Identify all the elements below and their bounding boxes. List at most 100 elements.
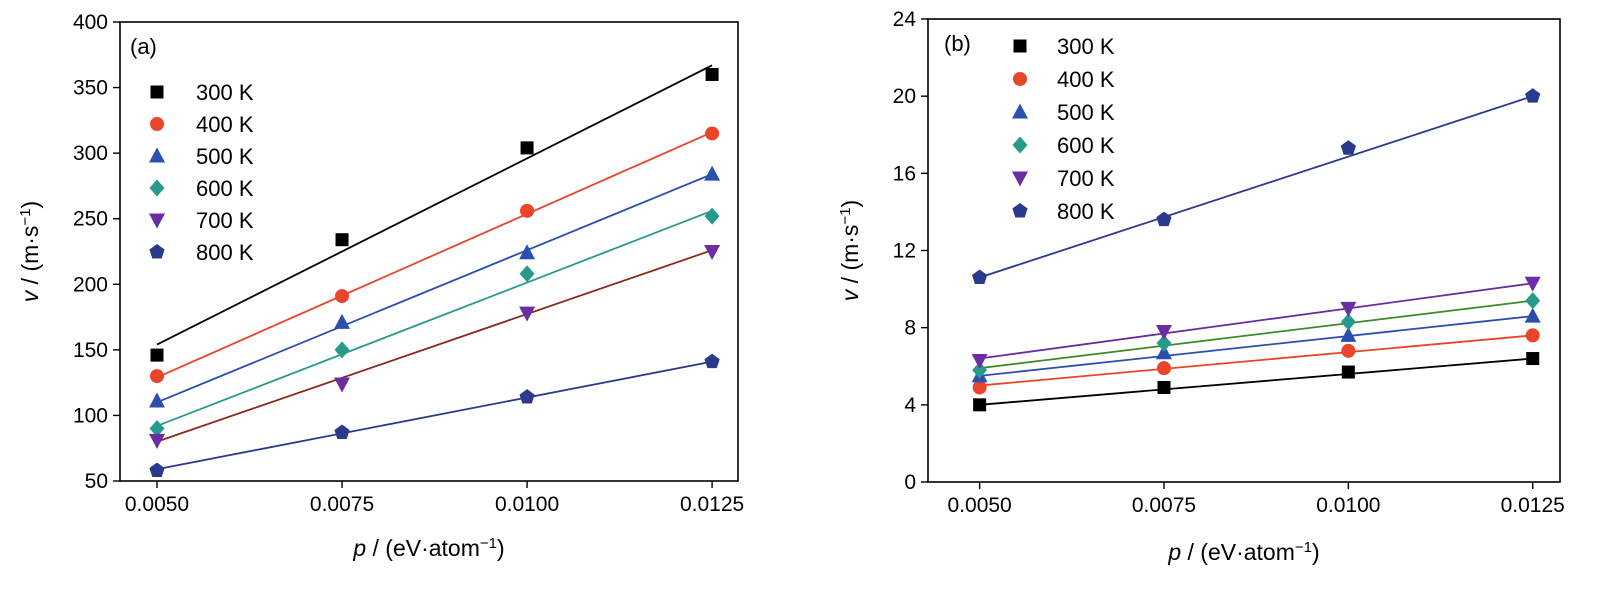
y-tick-label: 200 — [73, 273, 108, 296]
x-tick-label: 0.0100 — [495, 493, 559, 516]
x-tick-label: 0.0125 — [1501, 494, 1565, 517]
legend-entry: 300 K — [1057, 34, 1115, 59]
data-point — [149, 392, 166, 408]
data-point — [335, 289, 350, 304]
panel-label: (a) — [130, 34, 157, 59]
data-point — [1525, 292, 1541, 310]
data-point — [150, 348, 164, 362]
legend-marker — [1013, 39, 1027, 53]
y-axis-title-unit: / (m·s — [17, 226, 43, 291]
y-tick-label: 300 — [73, 142, 108, 165]
legend-marker — [1012, 136, 1028, 154]
x-tick-label: 0.0050 — [125, 493, 189, 516]
data-point — [335, 233, 349, 247]
fit-line — [979, 334, 1533, 387]
y-tick-label: 50 — [85, 470, 108, 493]
data-point — [704, 165, 721, 181]
data-point — [971, 353, 988, 369]
data-point — [334, 313, 351, 329]
data-point — [705, 67, 719, 81]
y-tick-label: 12 — [893, 240, 916, 263]
data-point — [334, 341, 350, 359]
data-point — [334, 377, 351, 393]
x-axis-title: p / (eV·atom−1) — [352, 535, 504, 562]
fit-line — [979, 95, 1533, 279]
y-axis-title-sup: −1 — [837, 207, 854, 224]
x-tick-label: 0.0100 — [1316, 494, 1380, 517]
fit-line — [979, 315, 1533, 377]
data-point — [1524, 307, 1541, 323]
y-tick-label: 400 — [73, 11, 108, 34]
data-point — [1526, 352, 1540, 366]
y-tick-label: 8 — [904, 317, 916, 340]
x-axis-title-unit: / (eV·atom — [1181, 539, 1295, 565]
data-point — [1525, 328, 1540, 343]
data-point — [705, 126, 720, 141]
x-axis-title-sup: −1 — [480, 535, 497, 552]
data-point — [1524, 276, 1541, 292]
x-axis-title-var: p — [1167, 539, 1181, 565]
y-axis-title-close: ) — [17, 201, 43, 209]
fit-line — [156, 249, 713, 443]
y-axis-title: v / (m·s−1) — [837, 200, 864, 301]
data-point — [1340, 140, 1356, 155]
data-point — [519, 244, 536, 260]
x-tick-label: 0.0075 — [310, 493, 374, 516]
data-point — [704, 245, 721, 260]
y-axis-title-var: v — [17, 289, 43, 302]
data-point — [972, 380, 987, 395]
legend-entry: 400 K — [196, 112, 254, 137]
legend-marker — [149, 179, 165, 197]
panel-a: 0.0050 0.0075 0.0100 0.0125 50 100 150 200 250 30… — [17, 11, 745, 561]
legend-marker — [149, 213, 165, 229]
x-axis-title-var: p — [352, 535, 366, 561]
x-tick-label: 0.0050 — [948, 494, 1012, 517]
legend-marker — [149, 147, 165, 163]
data-point — [520, 203, 535, 218]
y-axis-title-sup: −1 — [17, 208, 34, 225]
legend-marker — [150, 117, 164, 131]
plot-frame — [119, 21, 739, 482]
fit-line — [979, 299, 1533, 370]
legend-entry: 300 K — [196, 80, 254, 105]
legend-entry: 800 K — [1057, 199, 1115, 224]
data-point — [519, 306, 536, 322]
data-point — [1340, 313, 1356, 331]
y-tick-label: 350 — [73, 77, 108, 100]
x-axis-title-unit: / (eV·atom — [366, 535, 480, 561]
fit-line — [156, 360, 713, 471]
y-axis-title: v / (m·s−1) — [17, 201, 44, 302]
legend-entry: 700 K — [196, 208, 254, 233]
y-tick-label: 250 — [73, 208, 108, 231]
y-axis-title-unit: / (m·s — [837, 225, 863, 290]
x-axis-title-sup: −1 — [1295, 539, 1312, 556]
data-point — [149, 462, 165, 477]
fit-line — [156, 173, 713, 404]
data-point — [973, 398, 987, 412]
y-tick-label: 24 — [893, 8, 917, 31]
data-point — [149, 433, 166, 449]
fit-line — [979, 282, 1533, 360]
data-point — [1155, 344, 1172, 360]
legend-entry: 700 K — [1057, 166, 1115, 191]
fit-line — [156, 64, 713, 346]
panel-b: 0.0050 0.0075 0.0100 0.0125 0 4 8 12 16 20 24 p / (… — [837, 8, 1565, 565]
legend-entry: 500 K — [196, 144, 254, 169]
legend-marker — [1013, 72, 1027, 86]
data-point — [704, 353, 720, 369]
legend-marker — [149, 244, 165, 259]
y-axis-title-var: v — [837, 288, 863, 301]
data-point — [1156, 211, 1172, 227]
data-point — [1340, 301, 1357, 317]
legend-entry: 600 K — [1057, 133, 1115, 158]
data-point — [334, 424, 350, 439]
x-axis-title: p / (eV·atom−1) — [1167, 539, 1319, 566]
data-point — [1341, 343, 1356, 358]
y-tick-label: 0 — [904, 471, 916, 494]
data-point — [1156, 334, 1172, 352]
legend-entry: 800 K — [196, 240, 254, 265]
legend-marker — [1012, 203, 1028, 218]
fit-line — [156, 131, 713, 379]
data-point — [1525, 88, 1541, 103]
